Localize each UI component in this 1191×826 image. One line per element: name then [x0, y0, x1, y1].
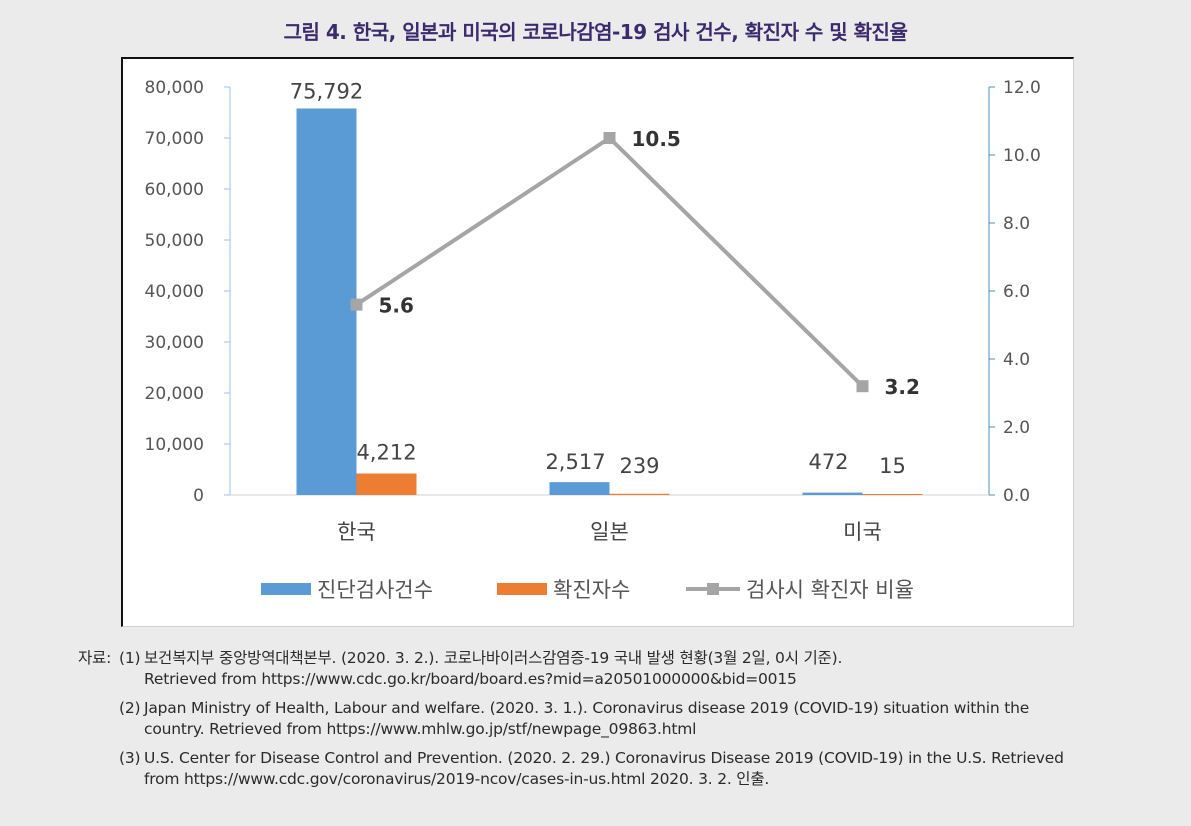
source-line: from https://www.cdc.gov/coronavirus/201… [144, 770, 770, 788]
right-axis-tick-label: 6.0 [1003, 282, 1030, 302]
combo-chart: 0 10,000 20,000 30,000 40,000 50,000 60,000 70,… [145, 78, 1041, 602]
left-axis-tick-label: 0 [193, 486, 204, 506]
right-axis-tick-label: 12.0 [1003, 78, 1041, 98]
legend-label: 검사시 확진자 비율 [746, 578, 914, 602]
source-line: U.S. Center for Disease Control and Prev… [144, 749, 1064, 767]
source-entry-3: (3) U.S. Center for Disease Control and … [78, 748, 1158, 790]
source-number: (2) [119, 699, 141, 717]
source-line: 보건복지부 중앙방역대책본부. (2020. 3. 2.). 코로나바이러스감염… [144, 649, 843, 667]
bar-tests [802, 492, 863, 495]
bar-confirmed [356, 473, 417, 495]
bar-confirmed [862, 494, 923, 495]
chart-container: 0 10,000 20,000 30,000 40,000 50,000 60,000 70,… [121, 57, 1074, 627]
rate-line [355, 135, 864, 388]
right-axis-tick-label: 8.0 [1003, 214, 1030, 234]
bar-data-label: 75,792 [290, 79, 363, 103]
legend-swatch-marker [707, 583, 719, 595]
right-axis-tick-label: 2.0 [1003, 418, 1030, 438]
source-number: (3) [119, 749, 141, 767]
legend-label: 진단검사건수 [317, 578, 433, 602]
left-axis-tick-label: 70,000 [145, 129, 204, 149]
left-axis-tick-label: 50,000 [145, 231, 204, 251]
bar-data-label: 472 [808, 450, 848, 474]
legend-label: 확진자수 [553, 578, 630, 602]
left-axis-tick-label: 80,000 [145, 78, 204, 98]
legend-swatch [497, 583, 547, 595]
sources: 자료: (1) 보건복지부 중앙방역대책본부. (2020. 3. 2.). 코… [78, 648, 1158, 798]
bar-data-label: 4,212 [356, 441, 416, 465]
source-entry-2: (2) Japan Ministry of Health, Labour and… [78, 698, 1158, 740]
left-axis-tick-label: 10,000 [145, 435, 204, 455]
bar-data-label: 15 [879, 454, 906, 478]
rate-data-label: 10.5 [632, 127, 681, 151]
source-line: Retrieved from https://www.cdc.go.kr/boa… [144, 670, 797, 688]
rate-data-label: 3.2 [885, 375, 920, 399]
rate-marker [603, 132, 616, 144]
sources-lead: 자료: [78, 649, 112, 667]
left-axis-tick-label: 40,000 [145, 282, 204, 302]
right-axis-tick-label: 4.0 [1003, 350, 1030, 370]
bar-tests [296, 108, 357, 495]
left-axis-tick-label: 30,000 [145, 333, 204, 353]
bar-confirmed [609, 493, 670, 495]
category-label: 한국 [337, 520, 376, 544]
source-entry-1: 자료: (1) 보건복지부 중앙방역대책본부. (2020. 3. 2.). 코… [78, 648, 1158, 690]
right-axis-tick-label: 10.0 [1003, 146, 1041, 166]
legend-swatch [261, 583, 311, 595]
rate-data-label: 5.6 [379, 294, 414, 318]
left-axis-tick-label: 60,000 [145, 180, 204, 200]
figure-title: 그림 4. 한국, 일본과 미국의 코로나감염-19 검사 건수, 확진자 수 … [283, 20, 908, 44]
category-label: 미국 [843, 520, 882, 544]
rate-marker [350, 298, 363, 311]
source-line: Japan Ministry of Health, Labour and wel… [144, 699, 1030, 717]
bar-tests [549, 482, 610, 495]
source-number: (1) [119, 649, 141, 667]
right-axis-tick-label: 0.0 [1003, 486, 1030, 506]
source-line: country. Retrieved from https://www.mhlw… [144, 720, 697, 738]
rate-marker [856, 380, 869, 393]
category-label: 일본 [590, 520, 629, 544]
bar-data-label: 2,517 [545, 450, 605, 474]
bar-data-label: 239 [619, 454, 659, 478]
left-axis-tick-label: 20,000 [145, 384, 204, 404]
